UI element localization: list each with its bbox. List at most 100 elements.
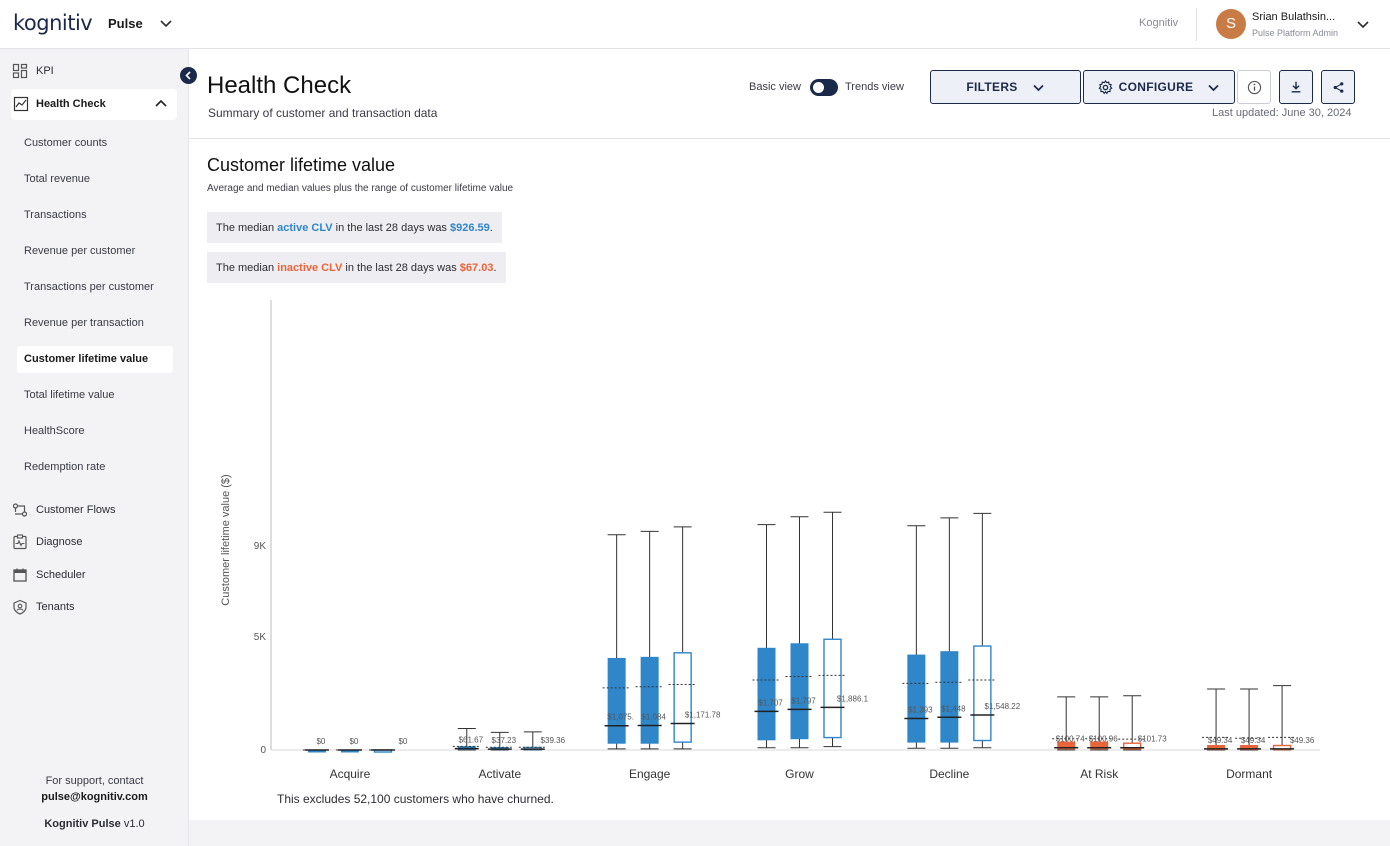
median-value-label: $49.34 <box>1241 736 1266 745</box>
churn-footnote: This excludes 52,100 customers who have … <box>277 792 554 806</box>
sidebar-item-label: Tenants <box>36 601 75 613</box>
sidebar-subitem-redemption-rate[interactable]: Redemption rate <box>24 461 106 473</box>
x-category-label: Grow <box>785 767 814 781</box>
sidebar-item-scheduler[interactable]: Scheduler <box>12 561 86 589</box>
info-button[interactable] <box>1237 70 1271 104</box>
sidebar-item-diagnose[interactable]: Diagnose <box>12 528 82 556</box>
share-button[interactable] <box>1321 70 1355 104</box>
user-role: Pulse Platform Admin <box>1252 28 1339 38</box>
sidebar-item-label: Health Check <box>36 98 106 110</box>
box-outline <box>673 652 692 743</box>
sidebar-item-label: Diagnose <box>36 536 83 548</box>
chevron-down-icon <box>1033 84 1044 91</box>
x-category-label: Activate <box>478 767 521 781</box>
sidebar-item-health-check[interactable] <box>11 89 177 120</box>
app-version: Kognitiv Pulse v1.0 <box>0 818 189 830</box>
median-value-label: $1,797 <box>791 696 816 705</box>
median-value-label: $1,171.78 <box>685 711 721 720</box>
kognitiv-logo[interactable]: kognitiv <box>13 11 93 35</box>
box-filled <box>640 656 659 744</box>
sidebar: KPI Health Check Customer counts Total r… <box>0 49 189 846</box>
median-value-label: $37.23 <box>492 736 517 745</box>
box-filled <box>940 651 959 743</box>
chevron-up-icon[interactable] <box>154 97 168 111</box>
median-value-label: $0 <box>349 737 358 746</box>
gear-icon <box>1098 79 1113 94</box>
sidebar-subitem-healthscore[interactable]: HealthScore <box>24 425 85 437</box>
sidebar-subitem-customer-counts[interactable]: Customer counts <box>24 137 108 149</box>
box-outline <box>973 645 992 742</box>
calendar-icon <box>13 568 27 582</box>
health-chart-icon <box>13 96 29 112</box>
x-category-label: Acquire <box>330 767 371 781</box>
info-icon <box>1247 80 1261 94</box>
sidebar-item-kpi[interactable]: KPI <box>12 57 54 85</box>
top-bar: kognitiv Pulse Kognitiv S Srian Bulathsi… <box>0 0 1390 49</box>
sidebar-item-customer-flows[interactable]: Customer Flows <box>12 496 115 524</box>
sidebar-item-tenants[interactable]: Tenants <box>12 593 75 621</box>
box-filled <box>1057 741 1076 750</box>
sidebar-subitem-total-lifetime-value[interactable]: Total lifetime value <box>24 389 115 401</box>
org-name: Kognitiv <box>1139 17 1179 29</box>
median-value-label: $100.96 <box>1089 735 1118 744</box>
shield-user-icon <box>13 599 27 615</box>
median-value-label: $1,393 <box>908 706 933 715</box>
median-value-label: $101.73 <box>1138 735 1167 744</box>
basic-view-label[interactable]: Basic view <box>749 81 801 93</box>
sidebar-subitem-revenue-per-customer[interactable]: Revenue per customer <box>24 245 136 257</box>
note-text: The median <box>216 261 278 274</box>
median-value-label: $49.36 <box>1290 736 1315 745</box>
box-filled <box>907 654 926 743</box>
median-value-label: $49.34 <box>1208 736 1233 745</box>
median-value-label: $1,548.22 <box>985 702 1021 711</box>
configure-label: CONFIGURE <box>1118 80 1194 94</box>
divider <box>1196 8 1197 41</box>
x-category-label: Dormant <box>1226 767 1273 781</box>
download-button[interactable] <box>1279 70 1313 104</box>
x-category-label: Engage <box>629 767 671 781</box>
download-icon <box>1291 81 1301 93</box>
y-axis-title: Customer lifetime value ($) <box>220 474 232 605</box>
collapse-sidebar-button[interactable] <box>180 67 197 84</box>
y-tick-label: 0 <box>260 745 266 756</box>
inactive-clv-note: The median inactive CLV in the last 28 d… <box>207 252 506 283</box>
note-text: in the last 28 days was <box>342 261 460 274</box>
inactive-clv-value: $67.03 <box>459 261 494 274</box>
support-email-link[interactable]: pulse@kognitiv.com <box>41 791 148 803</box>
sidebar-subitem-label: Customer lifetime value <box>24 353 149 365</box>
last-updated: Last updated: June 30, 2024 <box>1212 107 1352 119</box>
y-tick-label: 5K <box>254 632 267 643</box>
sidebar-item-label: Customer Flows <box>36 504 116 516</box>
chevron-down-icon[interactable] <box>1355 16 1371 32</box>
version-number: v1.0 <box>120 818 145 830</box>
sidebar-subitem-total-revenue[interactable]: Total revenue <box>24 173 91 185</box>
median-value-label: $39.36 <box>541 736 566 745</box>
sidebar-subitem-customer-lifetime-value[interactable] <box>17 346 173 373</box>
filters-label: FILTERS <box>966 80 1018 94</box>
trends-view-label[interactable]: Trends view <box>845 81 904 93</box>
toggle-knob <box>813 82 824 93</box>
sidebar-subitem-transactions[interactable]: Transactions <box>24 209 87 221</box>
chevron-left-icon <box>185 71 191 80</box>
box-filled <box>607 657 626 744</box>
product-switcher-label[interactable]: Pulse <box>108 16 143 31</box>
median-value-label: $0 <box>316 737 325 746</box>
sidebar-subitem-transactions-per-customer[interactable]: Transactions per customer <box>24 281 154 293</box>
inactive-clv-highlight: inactive CLV <box>277 261 343 274</box>
page-subtitle: Summary of customer and transaction data <box>208 106 438 120</box>
x-category-label: At Risk <box>1080 767 1119 781</box>
avatar[interactable]: S <box>1216 9 1246 39</box>
configure-button[interactable]: CONFIGURE <box>1083 70 1235 104</box>
box-filled <box>790 643 809 740</box>
sidebar-subitem-revenue-per-transaction[interactable]: Revenue per transaction <box>24 317 144 329</box>
chevron-down-icon[interactable] <box>158 15 174 31</box>
user-name[interactable]: Srian Bulathsin... <box>1252 11 1336 23</box>
section-title: Customer lifetime value <box>207 155 396 175</box>
median-value-label: $1,448 <box>941 704 966 713</box>
share-icon <box>1333 81 1343 93</box>
median-value-label: $1,707 <box>758 698 783 707</box>
active-clv-value: $926.59 <box>450 221 490 234</box>
flows-icon <box>12 503 28 517</box>
chevron-down-icon <box>1208 84 1219 91</box>
filters-button[interactable]: FILTERS <box>930 70 1081 104</box>
